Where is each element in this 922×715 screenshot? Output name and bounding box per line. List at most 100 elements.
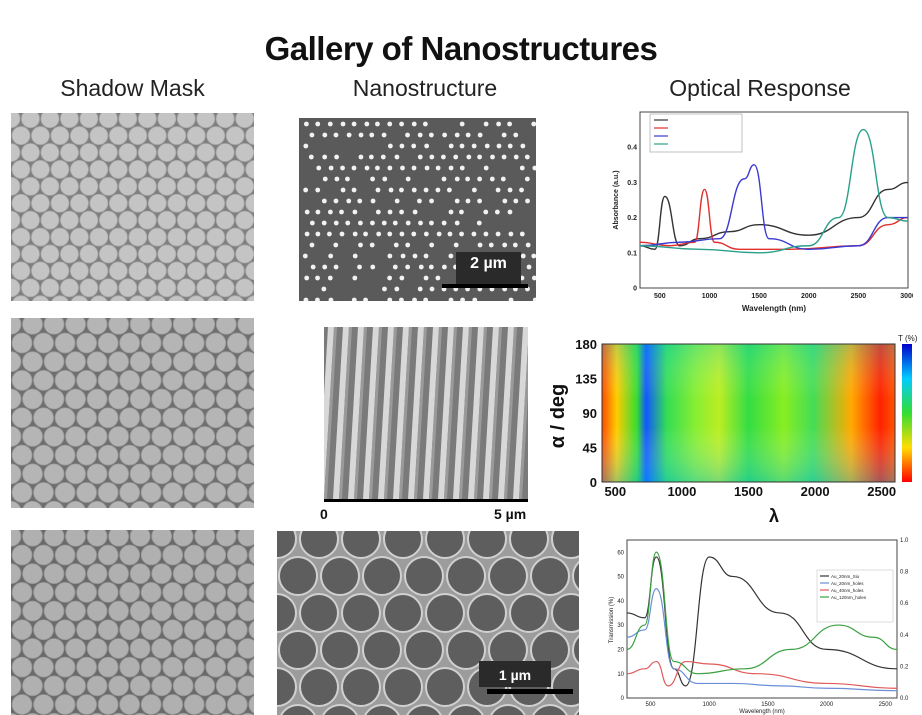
x-tick-label: 1000 [702, 702, 716, 708]
sphere [86, 388, 108, 410]
sphere [194, 351, 216, 373]
sphere [11, 600, 22, 622]
series-line-2 [639, 188, 909, 250]
nanodot [315, 297, 320, 301]
nanodot [465, 176, 470, 182]
nanodot [525, 242, 531, 248]
sphere [86, 463, 108, 485]
sphere [118, 278, 138, 298]
sphere [11, 500, 21, 508]
sphere [215, 351, 237, 373]
sphere [97, 369, 119, 391]
sphere [12, 295, 30, 301]
x-tick-label: 1500 [761, 702, 775, 708]
nanodot [315, 231, 321, 237]
sphere [97, 332, 119, 354]
sphere [97, 694, 119, 715]
nanodot [454, 198, 460, 204]
sphere [118, 113, 138, 129]
nanodot [394, 154, 400, 160]
sphere [225, 126, 245, 146]
sphere [108, 426, 130, 447]
nanodot [442, 132, 448, 138]
sphere [97, 544, 119, 566]
sphere [21, 176, 40, 196]
x-tick-label: 2500 [867, 484, 896, 499]
sphere [89, 193, 109, 213]
sphere [11, 581, 33, 603]
nanodot [442, 264, 447, 270]
sphere [86, 530, 108, 547]
hole [425, 593, 465, 633]
y-tick-label: 0.3 [627, 180, 637, 187]
hole [277, 667, 297, 707]
sphere [237, 500, 254, 508]
series-line-4 [639, 128, 909, 254]
sphere [76, 544, 97, 566]
sphere [65, 463, 86, 485]
sphere [97, 656, 119, 678]
sphere [237, 388, 254, 410]
hole [551, 593, 579, 633]
nanodot [321, 286, 327, 292]
sphere [65, 500, 86, 508]
sphere [76, 619, 97, 641]
sphere [128, 193, 148, 213]
sphere [205, 619, 227, 641]
hole [509, 593, 549, 633]
nanodot [351, 121, 357, 127]
sphere [54, 656, 76, 678]
hole [299, 531, 339, 559]
nanodot [308, 154, 314, 160]
sphere [162, 407, 184, 429]
sphere [11, 160, 31, 179]
y2-tick-label: 0.4 [900, 633, 909, 639]
nanodot [358, 154, 364, 160]
sphere [43, 638, 65, 659]
sphere [226, 482, 248, 503]
hole [404, 630, 444, 670]
nanodot [531, 121, 536, 127]
sphere [186, 160, 206, 179]
sphere [65, 388, 86, 410]
nanodot [328, 165, 334, 171]
sphere [140, 444, 162, 466]
sphere [108, 530, 129, 547]
sphere [79, 278, 99, 298]
x-axis-label: Wavelength (nm) [739, 709, 784, 715]
sphere [69, 160, 89, 179]
sphere [11, 261, 31, 281]
sphere [108, 600, 130, 622]
nanodot [388, 187, 394, 193]
sphere [151, 463, 173, 485]
hole [551, 667, 579, 707]
nanodot [472, 297, 478, 301]
sphere [21, 143, 40, 162]
sphere [248, 333, 254, 353]
sphere [70, 295, 89, 301]
hole [509, 531, 549, 559]
shadow-mask-image-3 [11, 530, 254, 715]
nanodot [531, 253, 536, 259]
nanodot [315, 209, 321, 215]
sphere [79, 244, 99, 264]
sphere [50, 160, 70, 179]
sphere [76, 369, 97, 391]
sphere [215, 463, 237, 485]
sphere [128, 160, 148, 179]
hole [532, 704, 568, 715]
sphere [176, 244, 196, 264]
sphere [129, 530, 151, 547]
nanodot [304, 275, 310, 281]
nanodot [512, 242, 518, 248]
nanodot [471, 231, 477, 237]
nanodot [400, 165, 405, 171]
nanodot [411, 187, 417, 193]
sphere [157, 176, 177, 196]
sphere [65, 638, 86, 659]
sphere [196, 278, 216, 298]
sphere [108, 500, 129, 508]
legend-label: Au_40nm_holes [831, 588, 864, 593]
nanodot [369, 242, 375, 248]
sphere [226, 444, 248, 466]
